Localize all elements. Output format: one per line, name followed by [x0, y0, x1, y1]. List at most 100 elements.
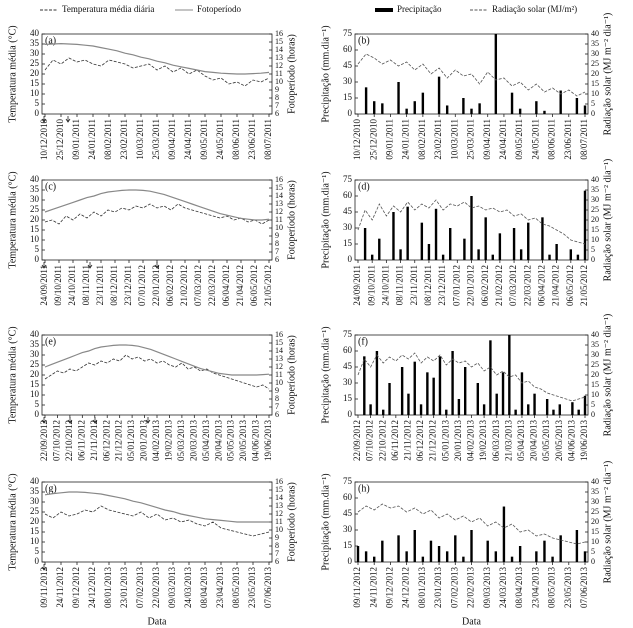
y-tick-label: 5 — [35, 244, 40, 254]
x-tick-label: 10/03/2011 — [449, 119, 459, 160]
bar — [405, 551, 408, 562]
y2-tick-label: 11 — [275, 69, 283, 78]
bar — [478, 103, 481, 114]
y2-tick-label: 9 — [275, 231, 279, 240]
x-tick-label: 22/01/2012 — [466, 265, 476, 306]
y-tick-label: 0 — [348, 254, 353, 264]
bar — [508, 335, 511, 415]
y2-tick-label: 7 — [275, 549, 279, 558]
bar — [486, 540, 489, 562]
y-tick-label: 15 — [30, 78, 40, 88]
y2-tick-label: 9 — [275, 85, 279, 94]
series-line — [44, 42, 270, 75]
y2-tick-label: 10 — [275, 525, 283, 534]
bar — [512, 228, 516, 260]
bar — [502, 506, 506, 562]
y-tick-label: 30 — [343, 524, 353, 534]
x-tick-label: 06/11/2012 — [76, 420, 86, 461]
y2-tick-label: 13 — [275, 199, 283, 208]
y2-tick-label: 30 — [591, 497, 599, 506]
y-tick-label: 20 — [30, 214, 40, 224]
y-tick-label: 60 — [343, 492, 353, 502]
bar — [370, 254, 374, 260]
x-tick-label: 24/10/2011 — [67, 265, 77, 306]
y-tick-label: 35 — [30, 486, 40, 496]
y-tick-label: 75 — [343, 476, 353, 486]
y2-tick-label: 11 — [275, 517, 283, 526]
y2-tick-label: 16 — [275, 29, 283, 38]
y-tick-label: 60 — [343, 345, 353, 355]
x-tick-label: 25/03/2011 — [466, 119, 476, 160]
x-tick-label: 09/10/2011 — [53, 265, 63, 306]
x-tick-label: 19/02/2013 — [164, 420, 174, 462]
x-tick-label: 24/04/2011 — [498, 119, 508, 160]
bar — [571, 402, 574, 415]
panel-label: (h) — [358, 483, 370, 494]
y2-tick-label: 6 — [275, 557, 279, 566]
panel-label: (g) — [45, 483, 57, 494]
x-tick-label: 23/01/2013 — [119, 567, 129, 609]
y-tick-label: 0 — [348, 556, 353, 566]
x-tick-label: 07/01/2012 — [137, 265, 147, 306]
bar — [381, 540, 384, 562]
y2-tick-label: 20 — [591, 215, 599, 224]
y-axis-label: Temperatura média (°C) — [7, 25, 18, 122]
bar — [527, 222, 530, 260]
bar — [470, 108, 473, 114]
y2-tick-label: 16 — [275, 477, 283, 486]
x-tick-label: 09/04/2011 — [482, 119, 492, 160]
y-tick-label: 0 — [348, 108, 353, 118]
x-tick-label: 21/04/2012 — [235, 265, 245, 306]
x-tick-label: 22/10/2012 — [64, 420, 74, 461]
x-tick-label: 19/02/2013 — [478, 420, 488, 462]
bar — [437, 546, 441, 562]
bar — [364, 551, 368, 562]
y2-tick-label: 13 — [275, 354, 283, 363]
x-tick-label: 24/11/2012 — [368, 567, 378, 608]
x-tick-label: 08/06/2011 — [547, 119, 557, 160]
y-tick-label: 30 — [30, 349, 40, 359]
x-axis-label: Data — [462, 616, 481, 627]
bar — [407, 393, 410, 415]
x-tick-label: 07/06/2013 — [263, 567, 273, 609]
x-tick-label: 23/12/2011 — [123, 265, 133, 306]
bar — [583, 551, 587, 562]
bar — [421, 556, 425, 562]
y2-tick-label: 11 — [275, 215, 283, 224]
y-tick-label: 25 — [30, 204, 40, 214]
bar — [559, 90, 562, 114]
y2-tick-label: 30 — [591, 49, 599, 58]
plot-frame — [41, 179, 273, 261]
bar — [406, 206, 409, 260]
y-tick-label: 5 — [35, 546, 40, 556]
x-tick-label: 08/04/2013 — [199, 567, 209, 609]
bar — [457, 399, 461, 415]
bar — [569, 249, 573, 260]
bar — [437, 76, 441, 114]
y2-tick-label: 6 — [275, 255, 279, 264]
x-tick-label: 23/05/2013 — [563, 567, 573, 609]
y2-tick-label: 35 — [591, 487, 599, 496]
y-tick-label: 35 — [30, 38, 40, 48]
x-tick-label: 08/01/2013 — [103, 567, 113, 609]
y2-tick-label: 35 — [591, 340, 599, 349]
y2-tick-label: 25 — [591, 59, 599, 68]
y-tick-label: 75 — [343, 28, 353, 38]
y-tick-label: 25 — [30, 58, 40, 68]
x-tick-label: 24/03/2013 — [498, 567, 508, 609]
bar — [413, 101, 416, 114]
x-tick-label: 24/10/2011 — [380, 265, 390, 306]
x-tick-label: 23/06/2011 — [563, 119, 573, 160]
x-tick-label: 24/09/2011 — [352, 265, 362, 306]
bar — [445, 409, 448, 415]
y-tick-label: 10 — [30, 234, 40, 244]
y-tick-label: 20 — [30, 516, 40, 526]
x-tick-label: 06/05/2012 — [249, 265, 259, 306]
x-tick-label: 23/04/2013 — [215, 567, 225, 609]
x-tick-label: 23/04/2013 — [530, 567, 540, 609]
bar — [378, 238, 381, 260]
bar — [520, 372, 524, 415]
y2-axis-label: Fotoperíodo (horas) — [286, 335, 297, 415]
event-arrows — [41, 564, 47, 571]
x-tick-label: 20/03/2013 — [188, 420, 198, 462]
